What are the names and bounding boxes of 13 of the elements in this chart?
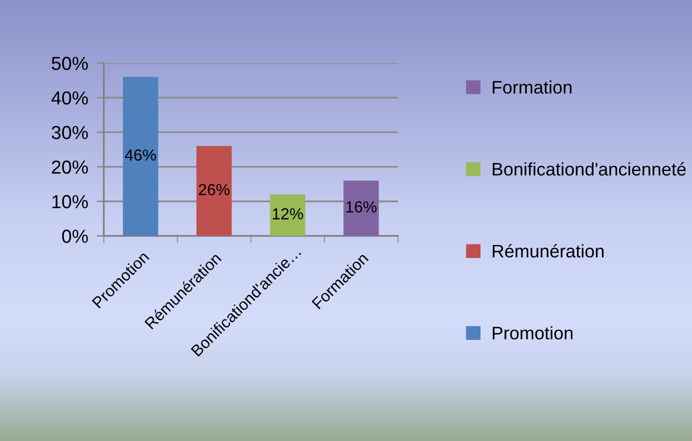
data-label: 16% xyxy=(346,201,377,213)
y-tick-label: 0% xyxy=(62,230,88,243)
y-tick-label: 50% xyxy=(52,56,88,70)
y-tick-label: 40% xyxy=(51,91,88,105)
legend-label: Bonificationd'ancienneté xyxy=(492,162,686,176)
legend-label: Formation xyxy=(492,80,572,94)
y-tick-label: 20% xyxy=(52,160,88,174)
y-tick-label: 30% xyxy=(52,126,88,140)
data-label: 46% xyxy=(124,149,156,161)
data-label: 26% xyxy=(198,184,230,196)
data-label: 12% xyxy=(272,208,304,220)
legend-label: Promotion xyxy=(492,326,572,340)
y-tick-label: 10% xyxy=(52,195,88,208)
